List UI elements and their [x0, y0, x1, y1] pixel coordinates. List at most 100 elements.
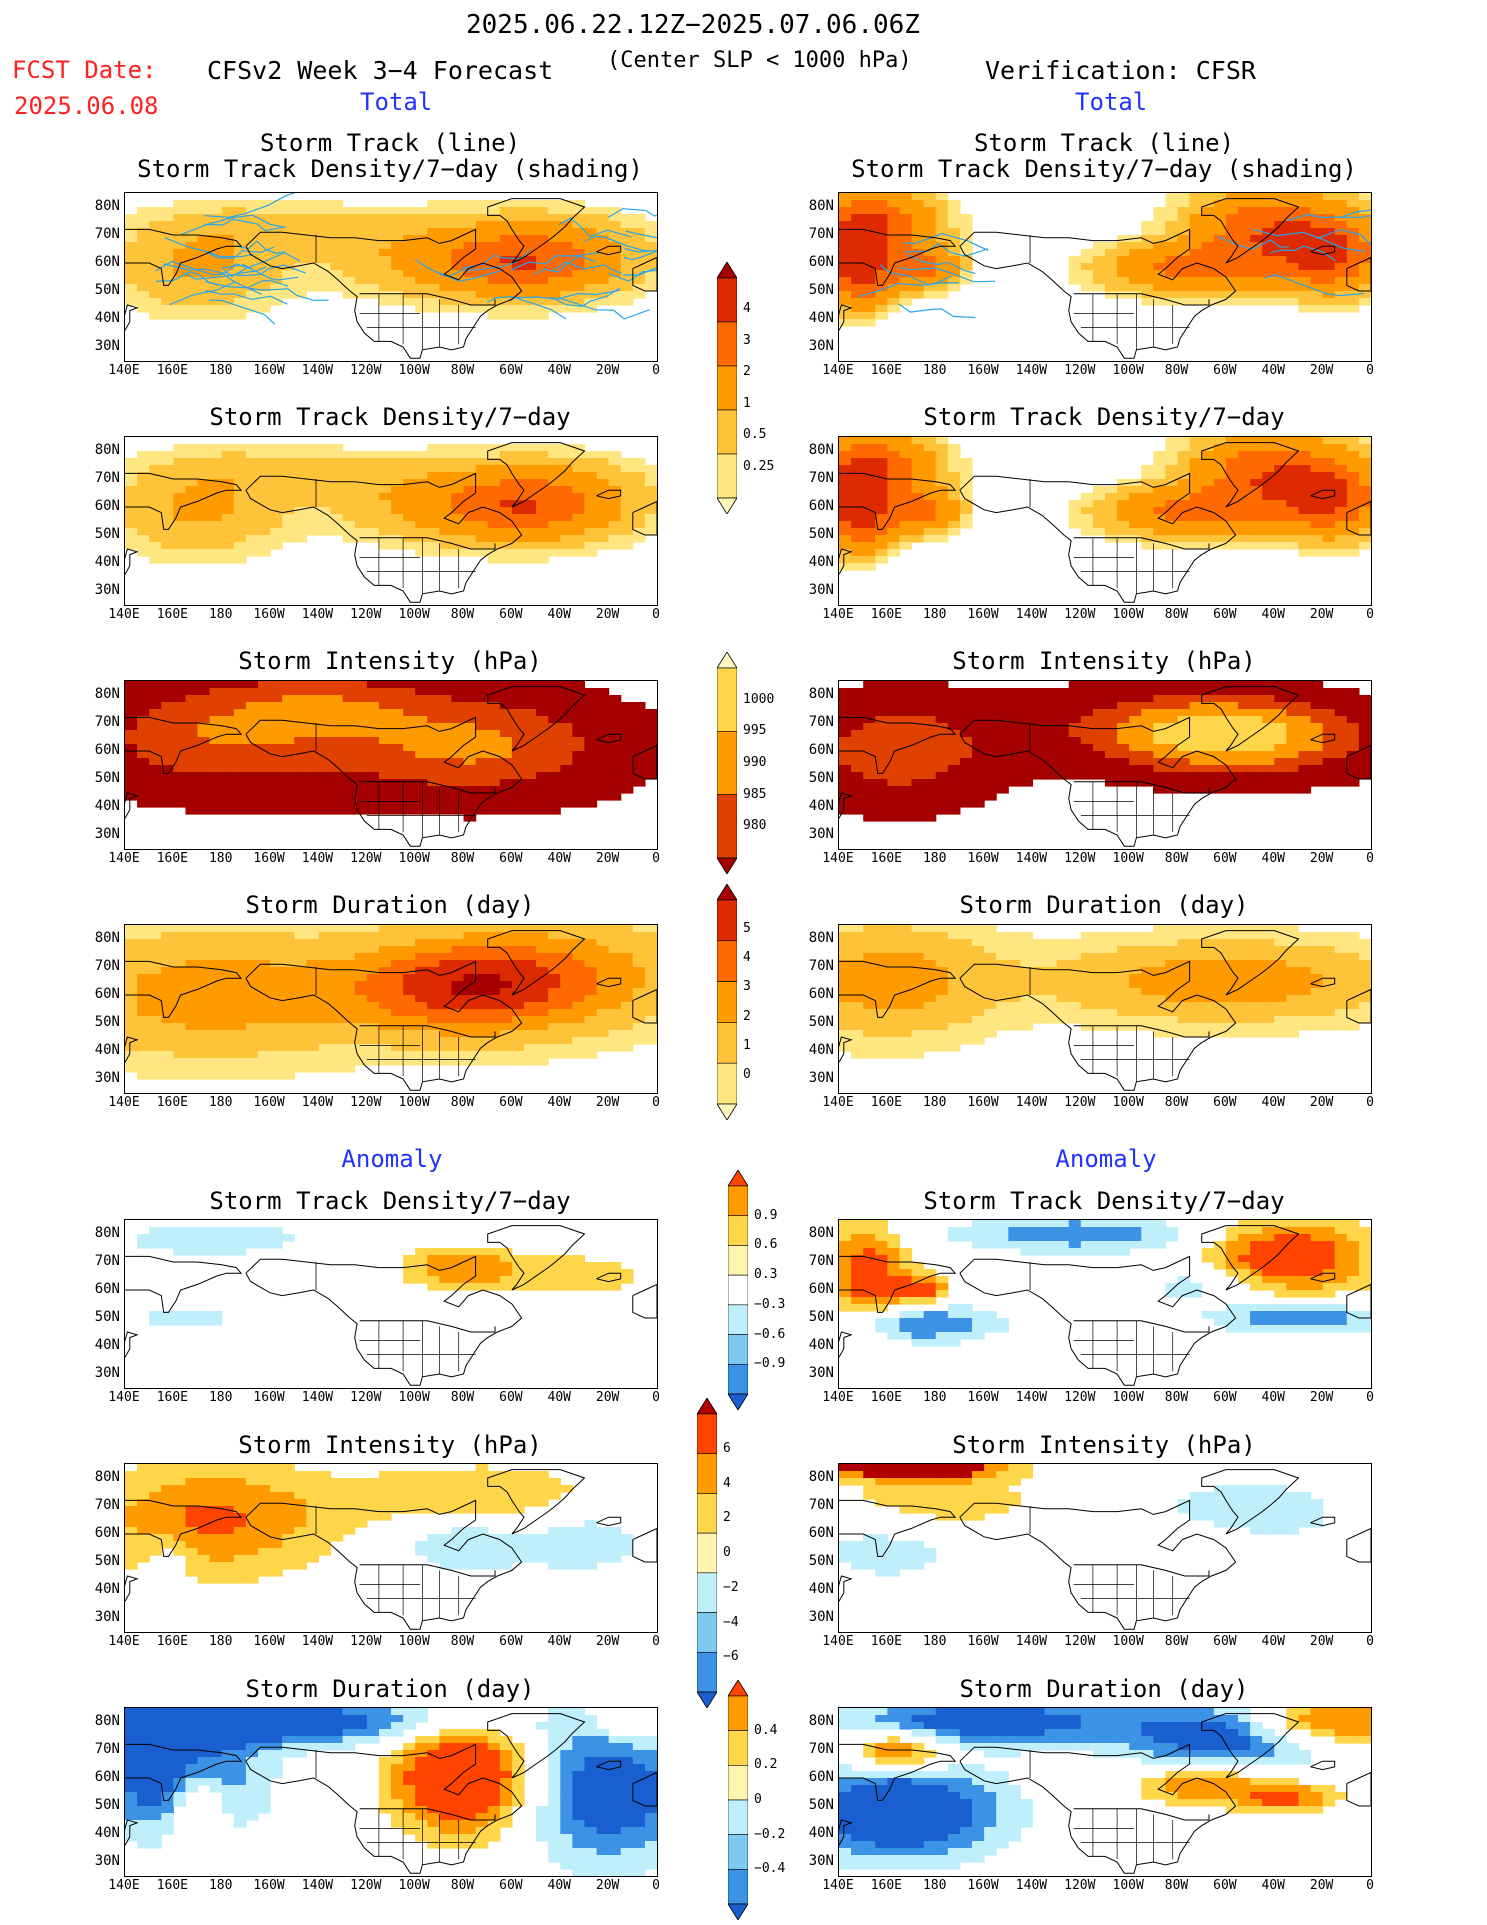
field-cell [197, 793, 211, 801]
field-cell [620, 221, 634, 229]
field-cell [354, 974, 368, 982]
field-cell [342, 800, 356, 808]
field-cell [137, 1058, 150, 1066]
field-cell [1358, 465, 1371, 473]
field-cell [560, 542, 573, 550]
field-cell [1322, 542, 1336, 550]
field-cell [342, 291, 356, 299]
field-cell [524, 1051, 537, 1059]
field-cell [245, 507, 259, 515]
field-cell [851, 228, 864, 236]
field-cell [391, 744, 404, 752]
field-cell [391, 298, 404, 306]
coastline [125, 228, 243, 286]
field-cell [354, 946, 368, 954]
field-cell [1177, 688, 1191, 696]
field-cell [173, 702, 187, 710]
field-cell [644, 932, 657, 940]
field-cell [499, 995, 513, 1003]
field-cell [415, 751, 428, 759]
field-cell [935, 702, 949, 710]
field-cell [378, 256, 392, 264]
field-cell [596, 765, 610, 773]
field-cell [1141, 695, 1154, 703]
field-cell [887, 737, 901, 745]
field-cell [899, 493, 913, 501]
field-cell [959, 751, 973, 759]
field-cell [125, 542, 138, 550]
field-cell [415, 744, 428, 752]
field-cell [439, 291, 453, 299]
field-cell [1322, 207, 1336, 215]
field-cell [560, 716, 573, 724]
field-cell [366, 709, 380, 717]
field-cell [294, 493, 307, 501]
field-cell [475, 932, 489, 940]
field-cell [306, 242, 320, 250]
field-cell [863, 786, 876, 794]
field-cell [524, 765, 537, 773]
field-cell [851, 988, 864, 996]
field-cell [1322, 507, 1336, 515]
field-cell [1189, 256, 1203, 264]
field-cell [137, 528, 150, 536]
field-cell [875, 444, 888, 452]
field-cell [161, 1037, 174, 1045]
field-cell [221, 500, 235, 508]
field-cell [149, 744, 162, 752]
field-cell [548, 765, 561, 773]
field-cell [221, 695, 235, 703]
coastline [959, 472, 1237, 603]
field-cell [221, 681, 235, 689]
field-cell [209, 305, 223, 313]
field-cell [899, 270, 913, 278]
national-border [359, 537, 496, 550]
field-cell [125, 1037, 138, 1045]
field-cell [572, 242, 586, 250]
field-cell [875, 535, 888, 543]
field-cell [378, 535, 392, 543]
field-cell [1346, 207, 1360, 215]
field-cell [584, 786, 598, 794]
field-cell [608, 256, 622, 264]
field-cell [282, 507, 295, 515]
field-cell [1153, 256, 1167, 264]
field-cell [1068, 751, 1082, 759]
field-cell [1092, 263, 1106, 271]
field-cell [935, 744, 949, 752]
field-cell [996, 737, 1009, 745]
coastline [959, 228, 1237, 359]
field-cell [173, 214, 187, 222]
field-cell [1177, 528, 1191, 536]
field-cell [1262, 786, 1275, 794]
field-cell [572, 800, 586, 808]
field-cell [1020, 779, 1034, 787]
field-cell [1020, 723, 1034, 731]
field-cell [1358, 458, 1371, 466]
field-cell [620, 772, 634, 780]
field-cell [463, 946, 477, 954]
field-cell [391, 751, 404, 759]
field-cell [1129, 486, 1142, 494]
field-cell [1177, 235, 1191, 243]
field-cell [125, 221, 138, 229]
field-cell [149, 507, 162, 515]
field-cell [644, 514, 657, 522]
field-cell [851, 451, 864, 459]
field-cell [439, 1030, 453, 1038]
field-cell [887, 549, 901, 557]
field-cell [475, 235, 489, 243]
field-cell [487, 716, 501, 724]
field-cell [233, 479, 247, 487]
field-cell [415, 730, 428, 738]
field-cell [1346, 263, 1360, 271]
field-cell [1286, 514, 1300, 522]
field-cell [391, 242, 404, 250]
field-cell [1346, 256, 1360, 264]
field-cell [330, 1002, 344, 1010]
field-cell [1153, 458, 1167, 466]
field-cell [354, 807, 368, 815]
section-anomaly-right: Anomaly [1055, 1145, 1157, 1173]
field-cell [1189, 521, 1203, 529]
field-cell [548, 535, 561, 543]
